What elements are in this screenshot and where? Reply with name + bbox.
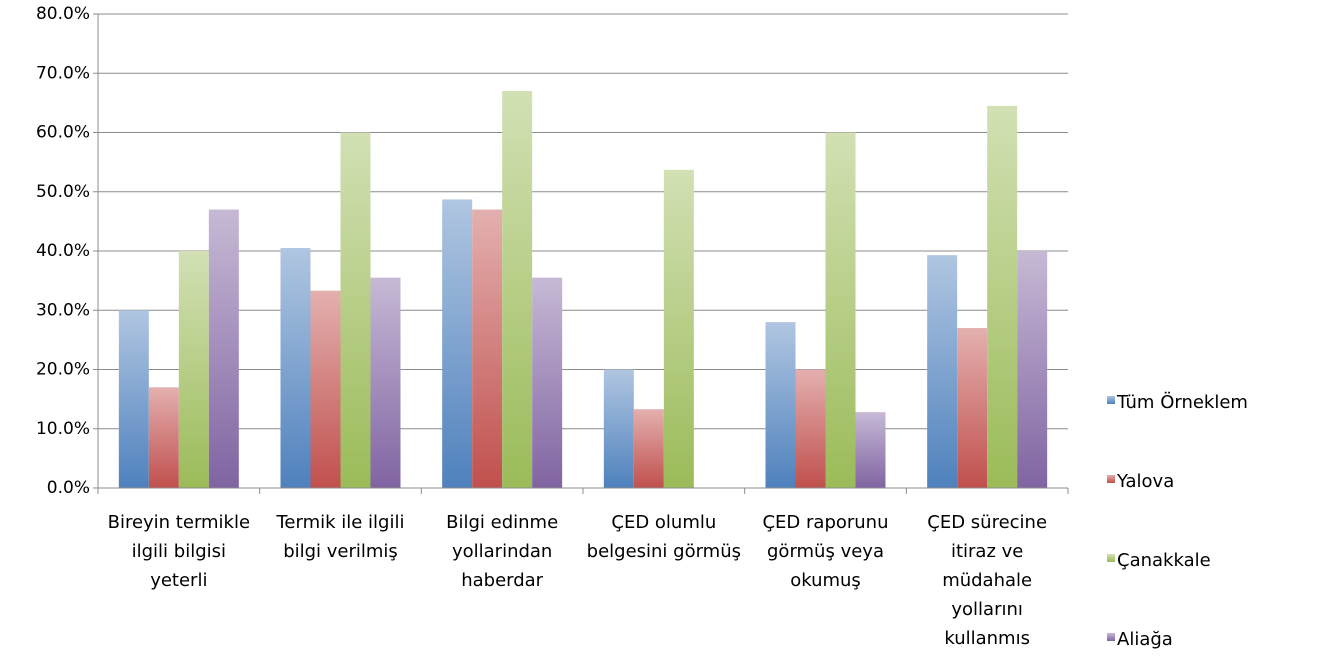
x-tick-label: Bireyin termikle ilgili bilgisi yeterli (107, 512, 251, 591)
y-tick-label: 80.0% (36, 4, 90, 24)
bar (208, 209, 239, 488)
bar (633, 409, 664, 488)
x-tick-label: ÇED sürecine itiraz ve müdahale yolların… (927, 512, 1048, 649)
y-tick-label: 30.0% (36, 300, 90, 320)
bar (148, 387, 179, 488)
bar (795, 369, 826, 488)
bar (178, 251, 209, 488)
bar (532, 277, 563, 488)
y-tick-label: 70.0% (36, 63, 90, 83)
x-tick-label: Termik ile ilgili bilgi verilmiş (276, 512, 405, 562)
y-tick-label: 10.0% (36, 419, 90, 439)
legend-swatch (1107, 475, 1115, 483)
bar (310, 290, 341, 488)
bar (370, 277, 401, 488)
bar (987, 105, 1018, 489)
legend-swatch (1107, 633, 1115, 641)
bar (855, 412, 886, 488)
bar (663, 169, 694, 488)
legend-swatch (1107, 554, 1115, 562)
legend-label: Çanakkale (1117, 550, 1211, 571)
x-tick-label: ÇED olumlu belgesini görmüş (586, 512, 741, 562)
bar (765, 322, 796, 488)
bar (927, 255, 958, 488)
legend-label: Tüm Örneklem (1116, 391, 1248, 413)
bar (280, 248, 311, 488)
legend-label: Yalova (1116, 471, 1174, 492)
bar (603, 369, 634, 488)
legend-label: Aliağa (1117, 629, 1173, 650)
y-tick-label: 0.0% (47, 478, 90, 498)
y-tick-label: 40.0% (36, 241, 90, 261)
bar (442, 199, 473, 488)
bar (118, 310, 149, 488)
x-tick-label: ÇED raporunu görmüş veya okumuş (762, 512, 889, 591)
legend-swatch (1107, 396, 1115, 404)
bar (340, 132, 371, 488)
bar (502, 91, 533, 489)
bar (825, 132, 856, 488)
y-tick-label: 60.0% (36, 123, 90, 143)
bar (472, 209, 503, 488)
bar (1017, 251, 1048, 488)
x-tick-label: Bilgi edinme yollarindan haberdar (446, 512, 559, 591)
y-tick-label: 20.0% (36, 360, 90, 380)
y-tick-label: 50.0% (36, 182, 90, 202)
bar (957, 328, 988, 488)
